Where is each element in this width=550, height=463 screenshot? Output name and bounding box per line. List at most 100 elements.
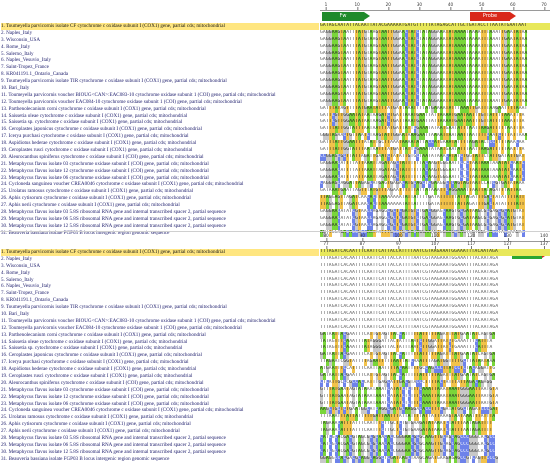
alignment-panel-top: 1 10 20 30 40 50 60 70 Fw Probe 1. Toumeyella p… xyxy=(0,0,550,237)
sequence-name[interactable]: 23. Metaphycus flavus isolate 06 cytochr… xyxy=(1,400,209,407)
aligned-sequence: GAGGAACATTTTATTAAATTAGATAGCTATTTTTTACAAG… xyxy=(320,167,525,175)
sequence-name[interactable]: 3. Wisconsin_USA xyxy=(1,262,41,269)
sequence-name[interactable]: 11. Toumeyella parvicornis voucher BIOUG… xyxy=(1,317,276,324)
aligned-sequence: GATAAATGAATTAGTTTATGTTTAGAATTTTTTATTATAA… xyxy=(320,188,522,196)
sequence-name[interactable]: 2. Naples_Italy xyxy=(1,29,33,36)
sequence-name-list: 1. Toumeyella parvicornis isolate CF cyt… xyxy=(1,249,319,463)
sequence-alignment-grid: GATAGCAATATTACAATTATACGAAAAATGATGTTTTTAT… xyxy=(320,23,550,237)
sequence-name[interactable]: 17. Icerya purchasi cytochrome c oxidase… xyxy=(1,133,189,140)
aligned-sequence: TTTAGATCACAATTTCAATTCATTACCATTTTAATCGTAA… xyxy=(320,269,499,275)
sequence-name[interactable]: 24. Cycloneda sanguinea voucher CREA0046… xyxy=(1,407,244,414)
sequence-name[interactable]: 16. Ceroplastes japonicus cytochrome c o… xyxy=(1,126,202,133)
ruler-tick: 140 xyxy=(540,233,548,241)
sequence-name[interactable]: 12. Toumeyella parvicornis voucher EAC08… xyxy=(1,324,242,331)
sequence-name[interactable]: 3. Wisconsin_USA xyxy=(1,36,41,43)
sequence-name[interactable]: 8. KR041191.1_Ontario_Canada xyxy=(1,297,69,304)
ruler-tick: 107 xyxy=(431,241,439,249)
sequence-name[interactable]: 24. Cycloneda sanguinea voucher CREA0046… xyxy=(1,181,244,188)
sequence-name[interactable]: 4. Rome_Italy xyxy=(1,43,31,50)
sequence-name[interactable]: 26. Aphis cytisorum cytochrome c oxidase… xyxy=(1,195,191,202)
sequence-name[interactable]: 20. Aleurocanthus spiniferus cytochrome … xyxy=(1,153,204,160)
sequence-name[interactable]: 13. Parthenolecanium corni cytochrome c … xyxy=(1,105,206,112)
sequence-name[interactable]: 30. Metaphycus flavus isolate 12 5.8S ri… xyxy=(1,448,226,455)
aligned-sequence: TATAGTTTCAAATTTATAGGGATTACTATTTAATCTTGGA… xyxy=(320,345,493,353)
aligned-sequence: TTAGGAGTTAGATCAACACTTAAAAAAATATTATTTTGAT… xyxy=(320,195,525,203)
ruler-tick: 40 xyxy=(447,2,454,10)
sequence-name[interactable]: 27. Aphis nerii cytochrome c oxidase sub… xyxy=(1,428,180,435)
sequence-name[interactable]: 28. Metaphycus flavus isolate 03 5.8S ri… xyxy=(1,209,226,216)
sequence-name[interactable]: 6. Naples_Vesuvio_Italy xyxy=(1,283,52,290)
sequence-name[interactable]: 23. Metaphycus flavus isolate 06 cytochr… xyxy=(1,174,209,181)
sequence-name[interactable]: 19. Ceroplastes rusci cytochrome c oxida… xyxy=(1,147,193,154)
sequence-name[interactable]: 2. Naples_Italy xyxy=(1,255,33,262)
aligned-sequence: CAGGAGCAGGATTAGAGCATGAGTGAGACATGCAGCTCGA… xyxy=(320,181,525,189)
ruler-tick: 100 xyxy=(394,233,403,241)
sequence-name[interactable]: 22. Metaphycus flavus isolate 12 cytochr… xyxy=(1,393,209,400)
sequence-name[interactable]: 5. Salerno_Italy xyxy=(1,50,34,57)
ruler-tick: 10 xyxy=(354,2,360,10)
aligned-sequence: TTTAGATCACAATTTCAATTCATTACCATTTTAATCGTAA… xyxy=(320,311,499,317)
sequence-name[interactable]: 16. Ceroplastes japonicus cytochrome c o… xyxy=(1,352,202,359)
sequence-name[interactable]: 20. Aleurocanthus spiniferus cytochrome … xyxy=(1,379,204,386)
aligned-sequence: CCGGAGCGCTTATTAGATTGAATCTATATTGTGCTAATAT… xyxy=(320,153,525,161)
primer-annotation-track: Fw Probe xyxy=(320,11,550,22)
sequence-name[interactable]: 31. Beauveria bassiana isolate FGP03 B l… xyxy=(1,455,170,462)
sequence-name[interactable]: 29. Metaphycus flavus isolate 06 5.8S ri… xyxy=(1,215,226,222)
sequence-name[interactable]: 14. Saissetia oleae cytochrome c oxidase… xyxy=(1,338,188,345)
sequence-name[interactable]: 22. Metaphycus flavus isolate 12 cytochr… xyxy=(1,167,209,174)
aligned-sequence: GAGGAAGTAATTTATGTAAGTAATTGGAACTATCTATAGG… xyxy=(320,98,528,106)
sequence-name[interactable]: 21. Metaphycus flavus isolate 03 cytochr… xyxy=(1,386,209,393)
sequence-name[interactable]: 13. Parthenolecanium corni cytochrome c … xyxy=(1,331,206,338)
sequence-name[interactable]: 9. Toumeyella parvicornis isolate TIR cy… xyxy=(1,304,227,311)
ruler-tick: 137 xyxy=(540,241,548,249)
sequence-name[interactable]: 7. Saint-Tropez_France xyxy=(1,290,49,297)
aligned-sequence: GAGGAAGTAATTTATGTAAGTAATTGGAACTATCTATAGG… xyxy=(320,78,528,86)
sequence-name[interactable]: 19. Ceroplastes rusci cytochrome c oxida… xyxy=(1,373,193,380)
sequence-name-selected[interactable]: 1. Toumeyella parvicornis isolate CF cyt… xyxy=(1,23,319,30)
sequence-name[interactable]: 28. Metaphycus flavus isolate 03 5.8S ri… xyxy=(1,435,226,442)
sequence-name[interactable]: 18. Aspidiotus hederae cytochrome c oxid… xyxy=(1,140,197,147)
aligned-sequence: TTTAGATCACAATTTCAATTCATTACCATTTTAATCGTAA… xyxy=(320,262,499,268)
aligned-sequence: CATCGCACGACGTAGCGCGCAACACCGGGAACGCGCAAGT… xyxy=(320,448,496,456)
sequence-name[interactable]: 30. Metaphycus flavus isolate 12 5.8S ri… xyxy=(1,222,226,229)
aligned-sequence: GGGTAGAACTGTTAATCTAAGTATTGGAATAAAGAATTAA… xyxy=(320,133,528,141)
sequence-name[interactable]: 25. Urolatus ramosus cytochrome c oxidas… xyxy=(1,188,194,195)
ruler-tick: 60 xyxy=(510,2,516,10)
aligned-sequence: GTTTATGAATAGTATAAATAAATCATATCTCTTTCAAATT… xyxy=(320,393,499,401)
sequence-name[interactable]: 10. Bari_Italy xyxy=(1,85,30,92)
aligned-sequence: TTTAGATCACAATTTCAATTCATTACCATTTTAATCGTAA… xyxy=(320,304,499,310)
sequence-name[interactable]: 26. Aphis cytisorum cytochrome c oxidase… xyxy=(1,421,191,428)
sequence-name[interactable]: 11. Toumeyella parvicornis voucher BIOUG… xyxy=(1,91,276,98)
sequence-name[interactable]: 4. Rome_Italy xyxy=(1,269,31,276)
sequence-name[interactable]: 8. KR041191.1_Ontario_Canada xyxy=(1,71,69,78)
sequence-name[interactable]: 6. Naples_Vesuvio_Italy xyxy=(1,57,52,64)
sequence-name-selected[interactable]: 1. Toumeyella parvicornis isolate CF cyt… xyxy=(1,249,319,256)
panel-divider xyxy=(0,231,550,232)
ruler-tick: 127 xyxy=(503,241,512,249)
aligned-sequence: GTTTATGAATAGTATAAATAAATCATATCTCTTTCAAATT… xyxy=(320,386,499,394)
sequence-name[interactable]: 10. Bari_Italy xyxy=(1,311,30,318)
sequence-name[interactable]: 27. Aphis nerii cytochrome c oxidase sub… xyxy=(1,202,180,209)
sequence-name[interactable]: 15. Saissetia sp. cytochrome c oxidase s… xyxy=(1,345,183,352)
sequence-name[interactable]: 5. Salerno_Italy xyxy=(1,276,34,283)
sequence-name[interactable]: 21. Metaphycus flavus isolate 03 cytochr… xyxy=(1,160,209,167)
ruler-tick: 110 xyxy=(431,233,439,241)
aligned-sequence: GAGGAAGTAATTTATGTAAGTAATTGGAACTATCTATAGG… xyxy=(320,43,528,51)
sequence-name[interactable]: 12. Toumeyella parvicornis voucher EAC08… xyxy=(1,98,242,105)
sequence-name[interactable]: 7. Saint-Tropez_France xyxy=(1,64,49,71)
aligned-sequence: GAGGAACATATCGTAACCAGAGGCGCTCGATGTCTGACGG… xyxy=(320,215,525,223)
ruler-tick: 70 xyxy=(541,2,547,10)
sequence-name[interactable]: 9. Toumeyella parvicornis isolate TIR cy… xyxy=(1,78,227,85)
sequence-name[interactable]: 18. Aspidiotus hederae cytochrome c oxid… xyxy=(1,366,197,373)
ruler-tick: 130 xyxy=(503,233,512,241)
sequence-name[interactable]: 17. Icerya purchasi cytochrome c oxidase… xyxy=(1,359,189,366)
sequence-name[interactable]: 31. Beauveria bassiana isolate FGP03 B l… xyxy=(1,229,170,236)
forward-primer-annotation[interactable]: Fw xyxy=(322,12,370,21)
probe-annotation[interactable]: Probe xyxy=(470,12,516,21)
sequence-name[interactable]: 29. Metaphycus flavus isolate 06 5.8S ri… xyxy=(1,441,226,448)
sequence-name[interactable]: 15. Saissetia sp. cytochrome c oxidase s… xyxy=(1,119,183,126)
sequence-name[interactable]: 25. Urolatus ramosus cytochrome c oxidas… xyxy=(1,414,194,421)
aligned-sequence: TATAGTTTCAAATTTATAGGGATTACTATTTAATCTTGGA… xyxy=(320,338,493,346)
sequence-name[interactable]: 14. Saissetia oleae cytochrome c oxidase… xyxy=(1,112,188,119)
